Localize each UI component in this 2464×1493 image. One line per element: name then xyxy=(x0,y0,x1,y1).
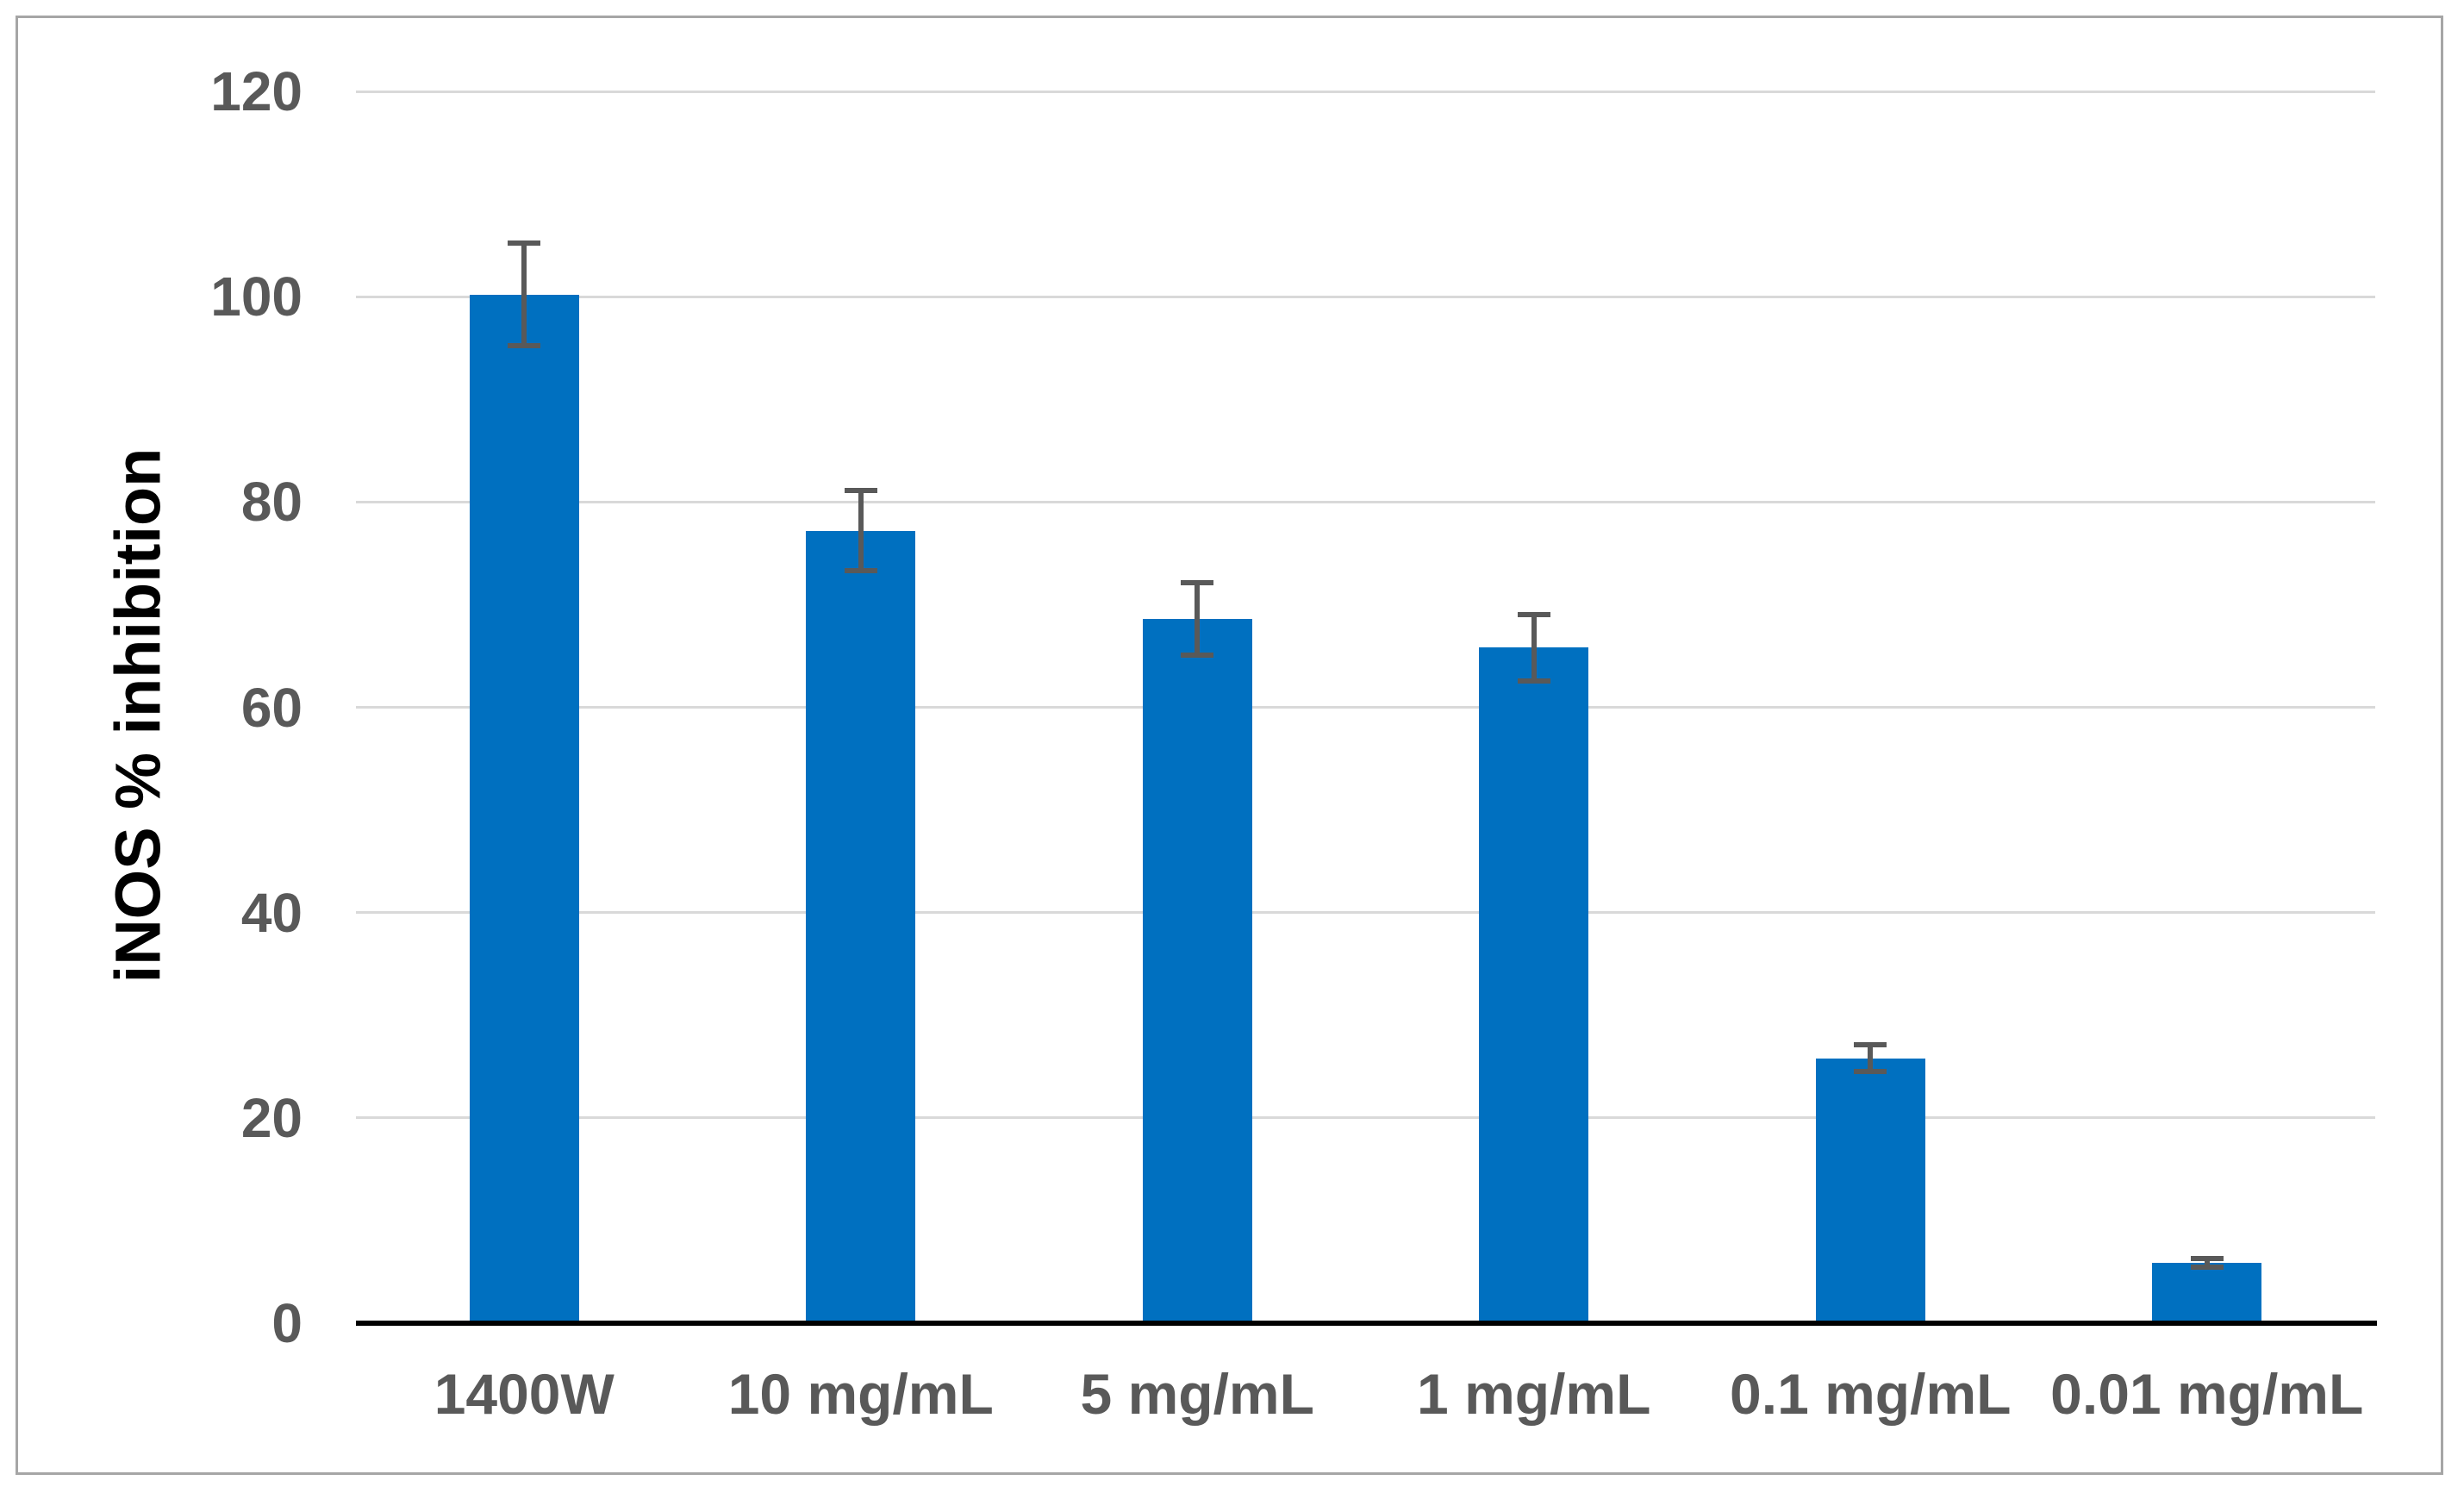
error-bar-stem xyxy=(858,490,864,572)
error-bar-cap-bottom xyxy=(844,568,877,574)
x-category-label: 1400W xyxy=(434,1362,614,1426)
plot-area: 0 20 40 60 80 100 120 1400W 10 mg/mL 5 mg/mL 1 mg/… xyxy=(18,18,2441,1472)
y-axis-title: iNOS % inhibition xyxy=(102,447,174,984)
gridline xyxy=(356,295,2375,298)
labels-layer: 0 20 40 60 80 100 120 1400W 10 mg/mL 5 mg/mL 1 mg/… xyxy=(18,18,2441,1472)
error-bar-cap-bottom xyxy=(508,343,541,349)
axes-layer xyxy=(18,18,2441,1472)
error-bar-cap-top xyxy=(1181,580,1214,586)
y-tick-label: 20 xyxy=(240,1086,303,1149)
gridline xyxy=(356,706,2375,709)
y-tick-label: 120 xyxy=(210,60,303,122)
error-bar-cap-bottom xyxy=(1854,1069,1887,1075)
error-bar-cap-bottom xyxy=(2190,1264,2224,1270)
y-tick-label: 100 xyxy=(210,265,303,328)
gridlines-layer xyxy=(18,18,2441,1472)
x-category-label: 10 mg/mL xyxy=(727,1362,994,1426)
x-category-label: 0.1 mg/mL xyxy=(1730,1362,2012,1426)
x-category-label: 5 mg/mL xyxy=(1080,1362,1314,1426)
error-bar-stem xyxy=(1195,583,1201,655)
error-bar-cap-top xyxy=(2190,1255,2224,1261)
gridline xyxy=(356,1116,2375,1120)
bar xyxy=(806,530,916,1323)
x-category-label: 1 mg/mL xyxy=(1417,1362,1651,1426)
error-bar-stem xyxy=(521,243,527,347)
bar xyxy=(1142,619,1252,1323)
error-bar-stem xyxy=(1531,615,1537,681)
error-bar-cap-top xyxy=(1517,612,1550,618)
bars-layer xyxy=(18,18,2441,1472)
x-axis-line xyxy=(356,1321,2377,1326)
gridline xyxy=(356,500,2375,503)
x-category-label: 0.01 mg/mL xyxy=(2050,1362,2364,1426)
gridline xyxy=(356,90,2375,93)
bar xyxy=(1815,1058,1925,1323)
error-bar-stem xyxy=(1868,1045,1874,1072)
chart-frame: 0 20 40 60 80 100 120 1400W 10 mg/mL 5 mg/mL 1 mg/… xyxy=(16,16,2443,1475)
error-bars-layer xyxy=(18,18,2441,1472)
y-tick-label: 80 xyxy=(240,471,303,534)
y-tick-label: 0 xyxy=(271,1292,303,1354)
error-bar-stem xyxy=(2204,1258,2210,1267)
bar xyxy=(1479,647,1589,1323)
bar xyxy=(469,294,579,1323)
error-bar-cap-bottom xyxy=(1181,652,1214,658)
gridline xyxy=(356,911,2375,915)
error-bar-cap-bottom xyxy=(1517,678,1550,684)
y-tick-label: 60 xyxy=(240,676,303,739)
y-tick-label: 40 xyxy=(240,881,303,944)
bar xyxy=(2152,1262,2262,1323)
error-bar-cap-top xyxy=(1854,1042,1887,1048)
error-bar-cap-top xyxy=(844,488,877,494)
error-bar-cap-top xyxy=(508,241,541,247)
